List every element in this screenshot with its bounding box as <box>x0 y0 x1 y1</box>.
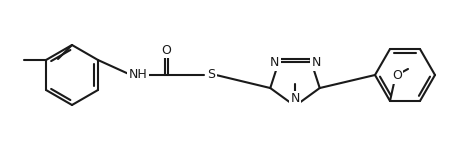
Text: NH: NH <box>129 69 147 82</box>
Text: O: O <box>392 69 402 82</box>
Text: O: O <box>161 44 171 57</box>
Text: N: N <box>270 56 279 69</box>
Text: N: N <box>312 56 321 69</box>
Text: N: N <box>290 93 299 106</box>
Text: S: S <box>207 69 215 82</box>
